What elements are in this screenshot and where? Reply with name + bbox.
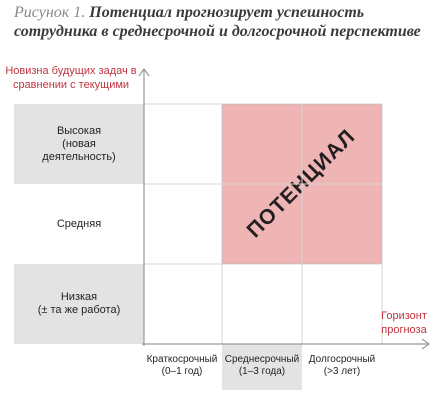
col-label-short: Краткосрочный (0–1 год) xyxy=(146,354,218,377)
y-axis-label: Новизна будущих задач в сравнении с теку… xyxy=(5,65,137,91)
row-label-low: Низкая (± та же работа) xyxy=(37,291,121,316)
axes xyxy=(138,67,431,350)
col-label-long: Долгосрочный (>3 лет) xyxy=(308,354,376,377)
row-header-bg-low xyxy=(14,264,144,344)
col-label-medium: Среднесрочный (1–3 года) xyxy=(224,354,300,377)
figure-title-text: Потенциал прогнозирует успешность сотруд… xyxy=(14,4,421,40)
row-header-bg-high xyxy=(14,104,144,184)
grid-lines xyxy=(144,103,383,344)
figure-title: Рисунок 1. Потенциал прогнозирует успешн… xyxy=(14,3,439,41)
x-axis-label: Горизонт прогноза xyxy=(381,310,427,336)
y-axis-arrow xyxy=(138,67,150,77)
col-header-bg-medium xyxy=(222,344,302,390)
x-axis-arrow xyxy=(421,338,431,350)
row-label-high: Высокая (новая деятельность) xyxy=(42,124,116,163)
figure-title-prefix: Рисунок 1. xyxy=(14,4,86,21)
row-label-medium: Средняя xyxy=(56,217,102,230)
